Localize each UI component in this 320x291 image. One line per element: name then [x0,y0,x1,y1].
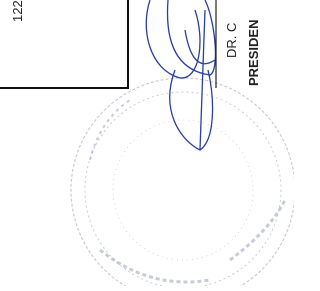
scanned-document: 122 DR. C PRESIDEN [0,0,294,286]
signatory-title: PRESIDEN [246,20,261,86]
document-number: 122 [10,0,25,22]
page: 122 DR. C PRESIDEN (() => { const data =… [0,0,294,286]
signatory-name: DR. C [224,23,239,58]
